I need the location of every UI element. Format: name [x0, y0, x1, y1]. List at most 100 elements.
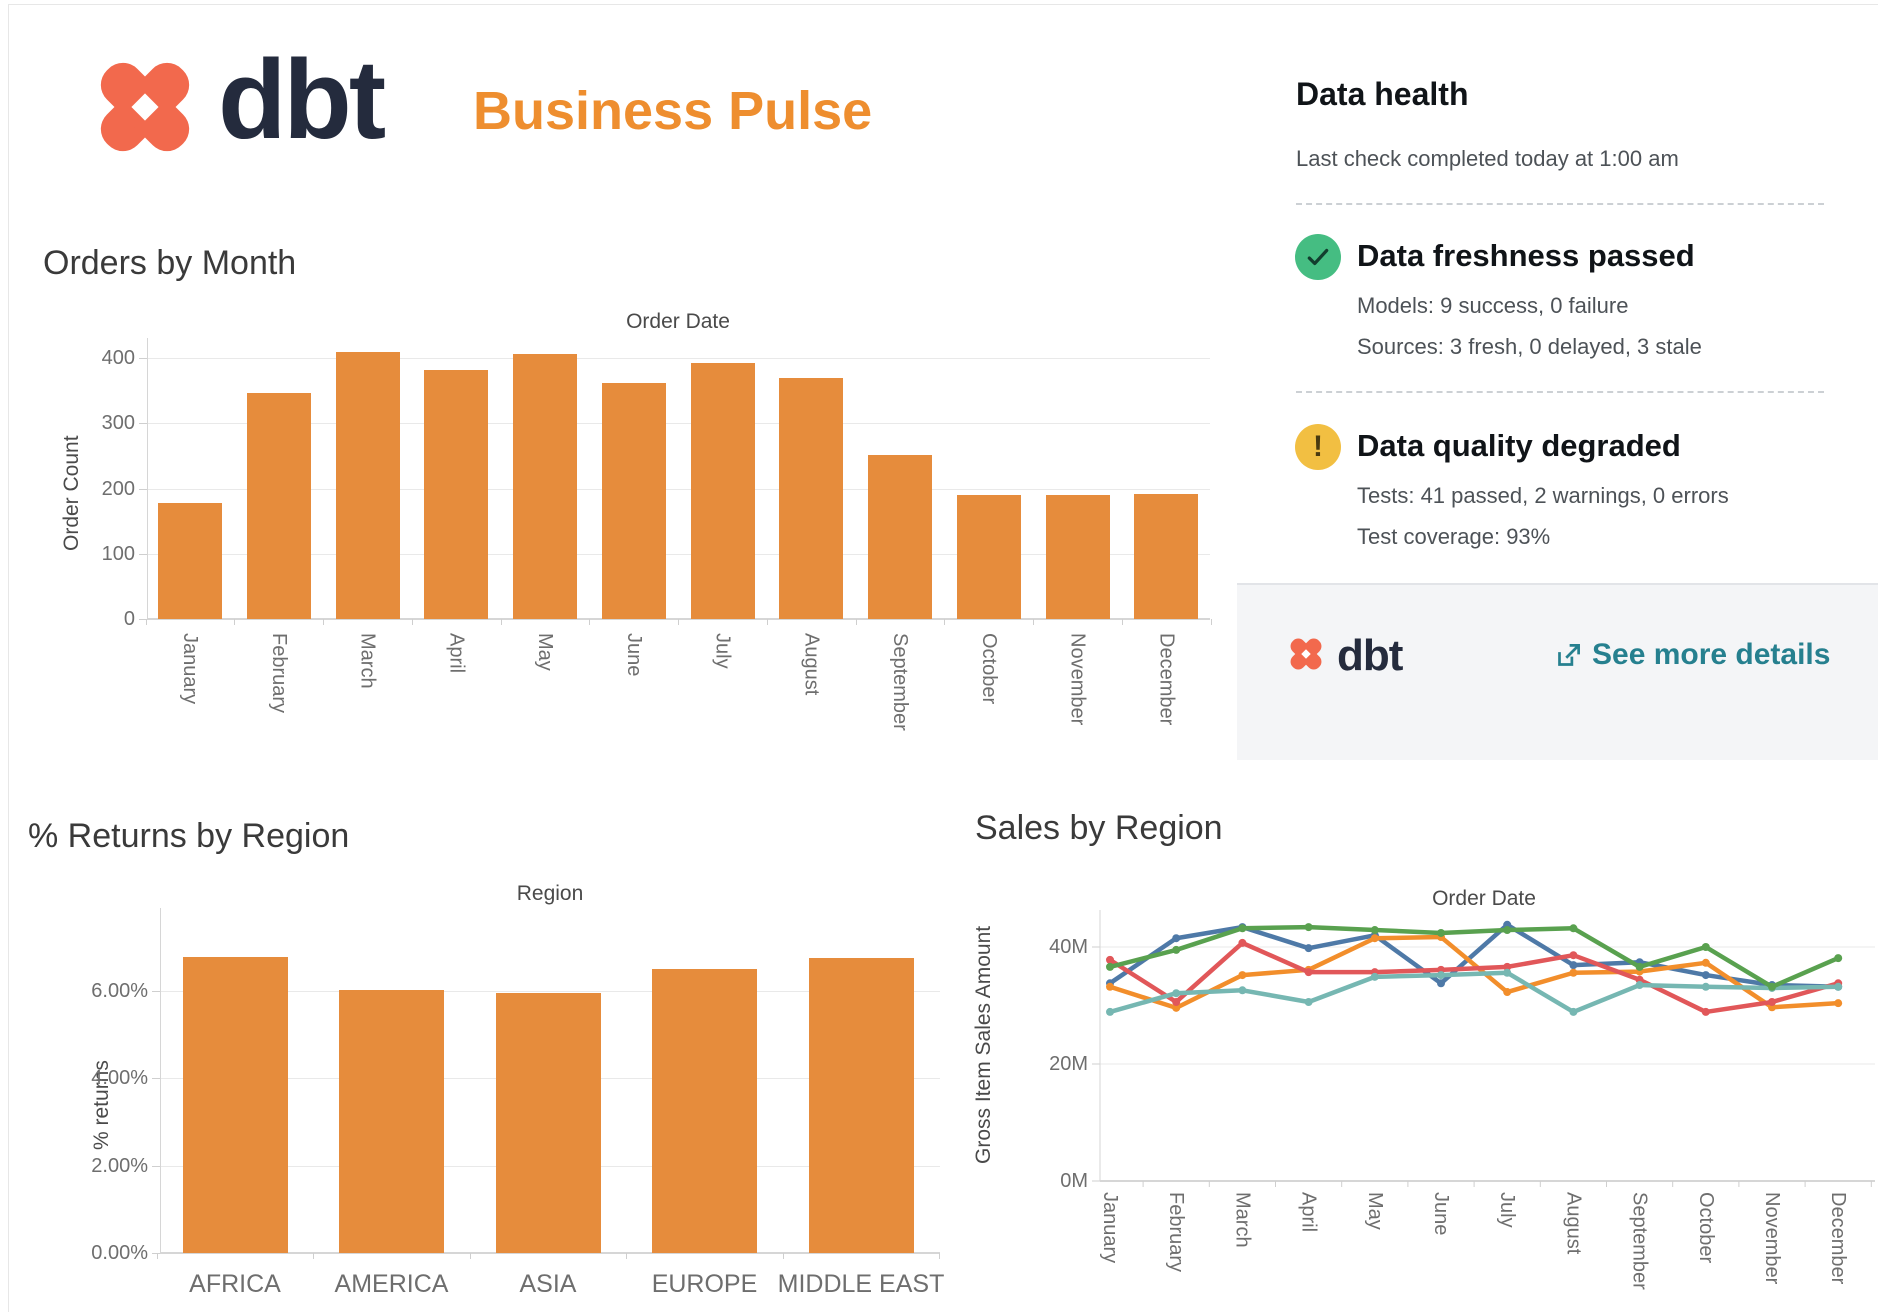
- quality-coverage: Test coverage: 93%: [1357, 524, 1551, 549]
- bar-september[interactable]: [868, 454, 932, 619]
- x-tick-label: June: [622, 633, 645, 677]
- point-series-green-may[interactable]: [1370, 926, 1379, 935]
- bar-middle-east[interactable]: [808, 957, 914, 1253]
- point-series-teal-may[interactable]: [1370, 972, 1379, 981]
- point-series-green-september[interactable]: [1635, 962, 1644, 971]
- point-series-orange-february[interactable]: [1172, 1003, 1181, 1012]
- bar-june[interactable]: [601, 383, 666, 619]
- warning-icon: !: [1295, 424, 1341, 470]
- bar-january[interactable]: [158, 502, 222, 619]
- dbt-footer: dbt See more details: [1237, 583, 1878, 760]
- y-tick-label: 20M: [1049, 1053, 1088, 1075]
- x-tick-label: October: [1694, 1192, 1717, 1264]
- bar-march[interactable]: [335, 352, 400, 619]
- x-tick: [411, 619, 413, 625]
- y-tick-label: 4.00%: [91, 1067, 148, 1090]
- x-tick-label: January: [179, 633, 201, 705]
- point-series-red-march[interactable]: [1238, 938, 1247, 947]
- bar-december[interactable]: [1134, 494, 1199, 619]
- point-series-red-november[interactable]: [1768, 997, 1776, 1006]
- point-series-orange-january[interactable]: [1106, 982, 1114, 991]
- point-series-green-april[interactable]: [1304, 923, 1313, 932]
- point-series-green-june[interactable]: [1437, 928, 1445, 937]
- external-link-icon[interactable]: [1555, 642, 1582, 669]
- dbt-logo-icon-small: [1290, 638, 1322, 670]
- point-series-green-march[interactable]: [1238, 924, 1247, 933]
- point-series-red-february[interactable]: [1172, 997, 1181, 1006]
- bar-august[interactable]: [779, 377, 844, 619]
- x-tick-label: February: [1165, 1192, 1188, 1273]
- point-series-teal-february[interactable]: [1172, 989, 1181, 998]
- x-tick-label: August: [1562, 1192, 1585, 1255]
- divider: [1296, 203, 1824, 205]
- bar-europe[interactable]: [652, 969, 757, 1253]
- point-series-teal-october[interactable]: [1701, 982, 1710, 991]
- bar-november[interactable]: [1045, 495, 1110, 619]
- point-series-orange-december[interactable]: [1834, 999, 1843, 1008]
- page-title: Business Pulse: [473, 81, 873, 141]
- bar-july[interactable]: [690, 363, 755, 619]
- point-series-orange-october[interactable]: [1701, 958, 1710, 967]
- see-more-details-link[interactable]: See more details: [1592, 638, 1831, 671]
- y-tick: [139, 488, 147, 490]
- point-series-teal-december[interactable]: [1834, 982, 1843, 991]
- point-series-teal-april[interactable]: [1304, 997, 1313, 1006]
- point-series-green-november[interactable]: [1768, 982, 1776, 991]
- bar-february[interactable]: [246, 392, 311, 619]
- sales-axis-title: Order Date: [1432, 887, 1536, 910]
- point-series-orange-may[interactable]: [1370, 934, 1379, 943]
- point-series-green-december[interactable]: [1834, 954, 1843, 963]
- point-series-orange-august[interactable]: [1569, 968, 1578, 977]
- x-tick-label: AMERICA: [334, 1270, 449, 1298]
- point-series-teal-july[interactable]: [1503, 968, 1512, 977]
- line-series-green[interactable]: [1107, 924, 1841, 990]
- y-tick: [139, 619, 147, 620]
- point-series-red-october[interactable]: [1701, 1007, 1710, 1016]
- point-series-orange-march[interactable]: [1238, 971, 1247, 980]
- line-series-blue[interactable]: [1107, 922, 1841, 990]
- returns-axis-title: Region: [516, 882, 584, 905]
- point-series-blue-august[interactable]: [1569, 961, 1578, 970]
- brand-wordmark: dbt: [218, 37, 386, 162]
- point-series-red-july[interactable]: [1503, 962, 1512, 971]
- data-health-title: Data health: [1296, 76, 1469, 112]
- line-series-red[interactable]: [1107, 940, 1841, 1015]
- point-series-teal-march[interactable]: [1238, 986, 1247, 995]
- point-series-red-april[interactable]: [1304, 968, 1313, 977]
- point-series-blue-february[interactable]: [1172, 934, 1181, 943]
- freshness-models: Models: 9 success, 0 failure: [1357, 293, 1629, 318]
- y-tick-label: 200: [101, 477, 135, 500]
- point-series-orange-july[interactable]: [1503, 988, 1512, 997]
- bar-america[interactable]: [339, 990, 444, 1253]
- sales-lines-svg: [1092, 910, 1875, 1187]
- gridline: [147, 423, 1210, 425]
- quality-tests: Tests: 41 passed, 2 warnings, 0 errors: [1357, 483, 1729, 508]
- point-series-teal-june[interactable]: [1437, 971, 1445, 980]
- y-axis-line: [147, 338, 148, 619]
- point-series-green-october[interactable]: [1701, 943, 1710, 951]
- y-tick-label: 40M: [1049, 936, 1088, 958]
- point-series-green-february[interactable]: [1172, 945, 1181, 954]
- bar-april[interactable]: [424, 369, 489, 619]
- bar-asia[interactable]: [495, 993, 601, 1253]
- x-tick: [944, 619, 946, 625]
- bar-october[interactable]: [956, 495, 1021, 619]
- point-series-blue-october[interactable]: [1701, 971, 1710, 980]
- point-series-blue-june[interactable]: [1437, 979, 1445, 988]
- point-series-red-january[interactable]: [1106, 955, 1114, 964]
- point-series-teal-august[interactable]: [1569, 1007, 1578, 1016]
- point-series-red-august[interactable]: [1569, 951, 1578, 960]
- divider: [1296, 391, 1824, 393]
- point-series-green-august[interactable]: [1569, 924, 1578, 933]
- line-series-teal[interactable]: [1107, 970, 1841, 1015]
- line-series-orange[interactable]: [1107, 934, 1841, 1011]
- point-series-green-july[interactable]: [1503, 926, 1512, 935]
- bar-may[interactable]: [513, 354, 577, 619]
- point-series-blue-april[interactable]: [1304, 944, 1313, 953]
- point-series-green-january[interactable]: [1106, 962, 1114, 971]
- y-tick-label: 6.00%: [91, 979, 148, 1002]
- point-series-teal-january[interactable]: [1106, 1007, 1114, 1016]
- point-series-teal-september[interactable]: [1635, 981, 1644, 990]
- bar-africa[interactable]: [182, 956, 288, 1253]
